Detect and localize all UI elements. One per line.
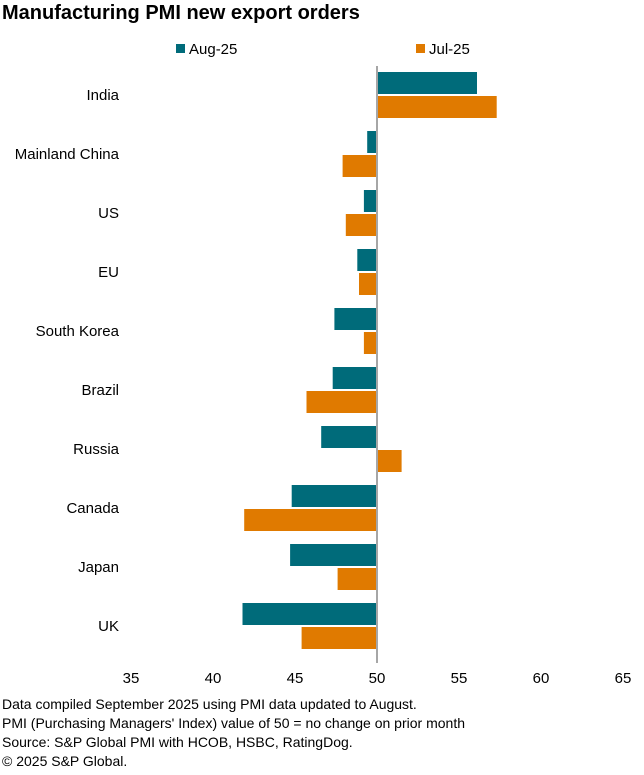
category-label-mainland-china: Mainland China bbox=[15, 146, 120, 163]
bar-us-jul-25 bbox=[345, 214, 377, 236]
category-label-uk: UK bbox=[98, 618, 119, 635]
bar-south-korea-aug-25 bbox=[334, 308, 377, 330]
bar-brazil-jul-25 bbox=[306, 391, 377, 413]
bar-russia-jul-25 bbox=[377, 450, 402, 472]
x-tick-50: 50 bbox=[369, 670, 386, 687]
legend-swatch-jul-25 bbox=[416, 44, 425, 53]
category-label-canada: Canada bbox=[66, 500, 119, 517]
bar-us-aug-25 bbox=[363, 190, 377, 212]
bar-india-aug-25 bbox=[377, 72, 477, 94]
bar-chart: Aug-25 Jul-25 India Mainland China US EU Sout… bbox=[15, 41, 632, 687]
x-tick-45: 45 bbox=[287, 670, 304, 687]
x-tick-40: 40 bbox=[205, 670, 222, 687]
footnote-3: Source: S&P Global PMI with HCOB, HSBC, … bbox=[2, 734, 353, 750]
category-label-eu: EU bbox=[98, 264, 119, 281]
footnotes: Data compiled September 2025 using PMI d… bbox=[2, 695, 465, 771]
bar-india-jul-25 bbox=[377, 96, 497, 118]
bar-japan-aug-25 bbox=[290, 544, 377, 566]
category-label-russia: Russia bbox=[73, 441, 120, 458]
bar-japan-jul-25 bbox=[337, 568, 377, 590]
category-label-us: US bbox=[98, 205, 119, 222]
legend-label-aug-25: Aug-25 bbox=[189, 41, 237, 58]
footnote-4: © 2025 S&P Global. bbox=[2, 753, 128, 769]
chart-title: Manufacturing PMI new export orders bbox=[2, 2, 360, 24]
legend: Aug-25 Jul-25 bbox=[176, 41, 470, 58]
bar-canada-jul-25 bbox=[244, 509, 377, 531]
bar-canada-aug-25 bbox=[291, 485, 377, 507]
footnote-1: Data compiled September 2025 using PMI d… bbox=[2, 696, 417, 712]
bar-uk-aug-25 bbox=[242, 603, 377, 625]
category-label-india: India bbox=[86, 87, 119, 104]
x-tick-35: 35 bbox=[123, 670, 140, 687]
category-label-japan: Japan bbox=[78, 559, 119, 576]
bar-eu-aug-25 bbox=[357, 249, 377, 271]
bar-eu-jul-25 bbox=[359, 273, 377, 295]
bar-uk-jul-25 bbox=[301, 627, 377, 649]
x-axis-ticks: 35 40 45 50 55 60 65 bbox=[123, 670, 632, 687]
category-labels: India Mainland China US EU South Korea Brazil… bbox=[15, 87, 120, 635]
bar-russia-aug-25 bbox=[321, 426, 377, 448]
bar-brazil-aug-25 bbox=[332, 367, 377, 389]
bars bbox=[242, 72, 497, 649]
footnote-2: PMI (Purchasing Managers' Index) value o… bbox=[2, 715, 465, 731]
category-label-south-korea: South Korea bbox=[36, 323, 120, 340]
x-tick-55: 55 bbox=[451, 670, 468, 687]
x-tick-65: 65 bbox=[615, 670, 632, 687]
category-label-brazil: Brazil bbox=[81, 382, 119, 399]
x-tick-60: 60 bbox=[533, 670, 550, 687]
legend-swatch-aug-25 bbox=[176, 44, 185, 53]
bar-south-korea-jul-25 bbox=[363, 332, 377, 354]
bar-mainland-china-jul-25 bbox=[342, 155, 377, 177]
legend-label-jul-25: Jul-25 bbox=[429, 41, 470, 58]
bar-mainland-china-aug-25 bbox=[367, 131, 377, 153]
